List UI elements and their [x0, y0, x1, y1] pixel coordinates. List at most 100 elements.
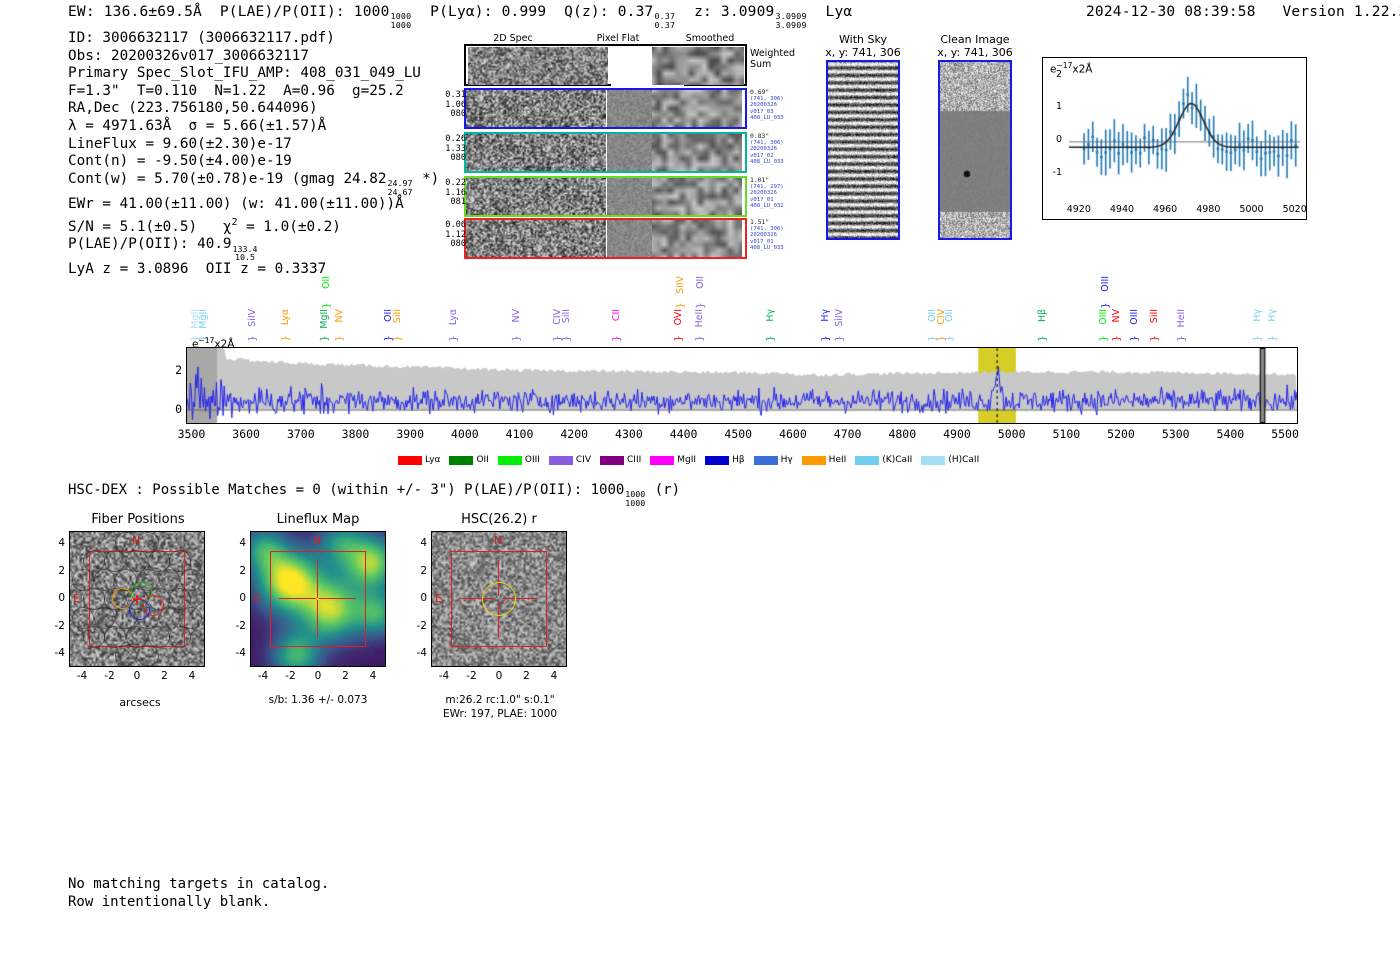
- spectrum-xtick: 4400: [669, 427, 698, 441]
- spectrum-xtick: 4000: [451, 427, 479, 441]
- fiber-outline: [82, 588, 105, 610]
- line-marker-brace: {: [693, 335, 705, 342]
- fiber-row-2-meta: 0.83" (741, 306) 20200326 v017_02 408_LU_033: [750, 132, 784, 165]
- info-sn-chi2: S/N = 5.1(±0.5) χ2 = 1.0(±0.2): [68, 216, 341, 235]
- hsc-ytick: 0: [420, 592, 427, 604]
- legend-item-OIII: OIII: [497, 455, 540, 465]
- hsc-xtick: -2: [466, 670, 477, 682]
- hsc-dex-text: HSC-DEX : Possible Matches = 0 (within +…: [68, 482, 625, 498]
- spectrum-xtick: 3800: [341, 427, 370, 441]
- line-marker-brace: {: [610, 335, 622, 342]
- source-info-block: ID: 3006632117 (3006632117.pdf) Obs: 202…: [68, 30, 439, 279]
- legend-label: OII: [476, 455, 489, 465]
- lineflux-panel: N E: [250, 531, 386, 667]
- fiber-outline: [72, 606, 94, 629]
- legend-label: Hβ: [732, 455, 745, 465]
- fiber-outline: [93, 606, 116, 629]
- inset-xtick: 4940: [1109, 204, 1135, 215]
- line-marker-brace: {: [1251, 335, 1263, 342]
- info-gmag-fraction: 24.97 24.67: [387, 178, 413, 197]
- fiber-outline: [82, 625, 105, 648]
- fiber-outline: [147, 550, 170, 573]
- fiber-row-2: [464, 132, 747, 173]
- fiber-row-3-meta: 1.01" (741, 297) 20200326 v017_01 408_LU_032: [750, 176, 784, 209]
- line-marker-CII: CII: [610, 309, 622, 322]
- line-marker-SiIV: SiIV: [246, 309, 258, 327]
- lineflux-ytick: -2: [235, 619, 246, 632]
- hsc-aperture-circle: [482, 582, 516, 616]
- fiber-outline: [158, 606, 181, 629]
- line-marker-brace: {: [694, 302, 706, 309]
- inset-ylabel: e−17x2Å: [1050, 61, 1093, 76]
- fiber-ytick: 2: [58, 564, 65, 577]
- clean-image-title-text: Clean Image: [940, 33, 1010, 46]
- line-marker-OIII: OIII: [1128, 309, 1140, 325]
- fiber-panel: N E: [69, 531, 205, 667]
- line-marker-brace: {: [764, 335, 776, 342]
- fiber-ytick: 4: [58, 537, 65, 549]
- info-plae-fraction: 133.4 10.5: [232, 243, 258, 263]
- info-lambda-sigma: λ = 4971.63Å σ = 5.66(±1.57)Å: [68, 117, 327, 134]
- line-marker-MgII: MgII: [198, 309, 210, 329]
- lineflux-xtick: 0: [314, 670, 322, 682]
- spectrum-xtick: 5300: [1161, 427, 1190, 441]
- header-ew: EW: 136.6±69.5Å: [68, 4, 202, 20]
- header-plya: P(Lyα): 0.999: [430, 4, 547, 20]
- with-sky-coords: x, y: 741, 306: [825, 46, 901, 59]
- info-lineflux: LineFlux = 9.60(±2.30)e-17: [68, 135, 292, 152]
- fiber-outline: [126, 550, 148, 573]
- legend-item-Hβ: Hβ: [705, 455, 745, 465]
- legend-swatch: [753, 455, 778, 465]
- line-marker-Lyα: Lyα: [279, 309, 291, 326]
- info-seeing: F=1.3" T=0.110 N=1.22 A=0.96 g=25.2: [68, 82, 404, 99]
- line-marker-OII: OII: [695, 276, 707, 289]
- hsc-sub1: m:26.2 rc:1.0" s:0.1": [445, 694, 555, 706]
- fiber-outline: [126, 625, 148, 648]
- lineflux-xtick: 4: [369, 670, 377, 682]
- spectrum-ytick: 2: [175, 363, 182, 378]
- col-title-pixelflat: Pixel Flat: [596, 33, 640, 44]
- fiber-circle-4: [128, 599, 150, 620]
- info-id: ID: 3006632117 (3006632117.pdf): [68, 30, 335, 46]
- header-datetime: 2024-12-30 08:39:58: [1086, 4, 1256, 20]
- fiber-row-3-weights: 0.22 1.16 081: [445, 178, 466, 207]
- fiber-panel-title: Fiber Positions: [91, 512, 185, 527]
- line-marker-SiII: SiII: [560, 309, 572, 324]
- fiber-xtick: 0: [133, 670, 141, 682]
- spectrum-xtick: 4900: [943, 427, 971, 441]
- line-marker-OII: OII: [944, 309, 956, 322]
- lineflux-ytick: -4: [235, 647, 246, 659]
- spectrum-ytick: 0: [175, 401, 182, 416]
- line-marker-Hβ: Hβ: [1037, 309, 1049, 323]
- header-version: Version 1.22.3: [1282, 4, 1400, 20]
- fiber-outline: [72, 569, 94, 592]
- full-spectrum-plot: [186, 347, 1298, 424]
- legend-swatch: [801, 455, 826, 465]
- legend-item-CIV: CIV: [548, 455, 591, 465]
- spectrum-xtick: 5400: [1216, 427, 1245, 441]
- legend-item-(H)CaII: (H)CaII: [921, 455, 979, 465]
- line-marker-brace: {: [672, 335, 684, 342]
- legend-label: HeII: [828, 455, 847, 465]
- header-qz-label: Q(z): 0.37: [564, 4, 654, 20]
- fiber-row-4-meta: 1.51" (741, 306) 20200326 v017_01 408_LU_033: [750, 218, 784, 251]
- with-sky-title: With Sky x, y: 741, 306: [808, 33, 918, 59]
- line-marker-brace: {: [1148, 335, 1160, 342]
- legend-label: Hγ: [780, 455, 793, 465]
- spectrum-xtick: 5100: [1052, 427, 1081, 441]
- line-marker-brace: {: [833, 335, 845, 342]
- legend-swatch: [497, 455, 522, 465]
- line-marker-brace: {: [1175, 335, 1187, 342]
- line-marker-SiII: SiII: [1148, 309, 1160, 324]
- info-cont-narrow: Cont(n) = -9.50(±4.00)e-19: [68, 153, 292, 170]
- line-marker-brace: {: [319, 335, 331, 342]
- header-qz-fraction: 0.37 0.37: [654, 11, 676, 30]
- info-cont-wide: Cont(w) = 5.70(±0.78)e-19 (gmag 24.82 24.…: [68, 170, 440, 197]
- legend-label: Lyα: [425, 455, 441, 465]
- inset-ytick: 2: [1055, 68, 1062, 80]
- line-marker-HeII: HeII: [693, 309, 705, 328]
- legend-swatch: [600, 455, 625, 465]
- fiber-center-cross-v: [136, 595, 138, 604]
- spectrum-ylabel: e−17x2Å: [192, 336, 235, 351]
- header-plae-fraction: 1000 1000: [390, 11, 412, 30]
